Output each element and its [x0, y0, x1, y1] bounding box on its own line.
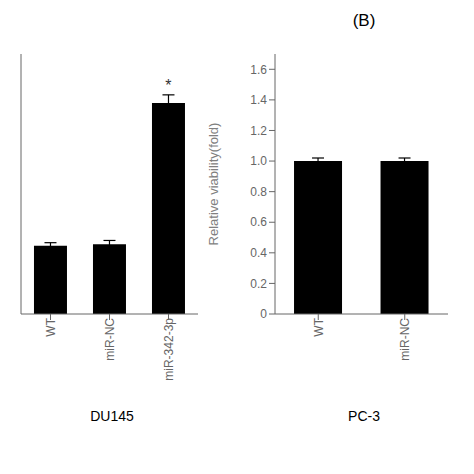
svg-text:0.4: 0.4	[250, 246, 267, 260]
svg-text:miR-NC: miR-NC	[103, 318, 117, 361]
svg-text:1.2: 1.2	[250, 124, 267, 138]
svg-text:WT: WT	[44, 317, 58, 336]
html-text:DU145: DU145	[90, 408, 134, 424]
html-text:(B): (B)	[352, 11, 376, 30]
svg-text:miR-NC: miR-NC	[398, 318, 412, 361]
svg-text:0.2: 0.2	[250, 277, 267, 291]
svg-text:1.6: 1.6	[250, 63, 267, 77]
html-text:PC-3: PC-3	[348, 408, 380, 424]
svg-text:*: *	[165, 77, 171, 94]
svg-text:WT: WT	[312, 317, 326, 336]
svg-text:0: 0	[260, 307, 267, 321]
svg-text:Relative viability(fold): Relative viability(fold)	[208, 123, 221, 246]
svg-text:1.4: 1.4	[250, 93, 267, 107]
svg-text:miR-342-3p: miR-342-3p	[162, 318, 176, 381]
svg-text:0.6: 0.6	[250, 215, 267, 229]
svg-text:0.8: 0.8	[250, 185, 267, 199]
svg-text:1.0: 1.0	[250, 154, 267, 168]
